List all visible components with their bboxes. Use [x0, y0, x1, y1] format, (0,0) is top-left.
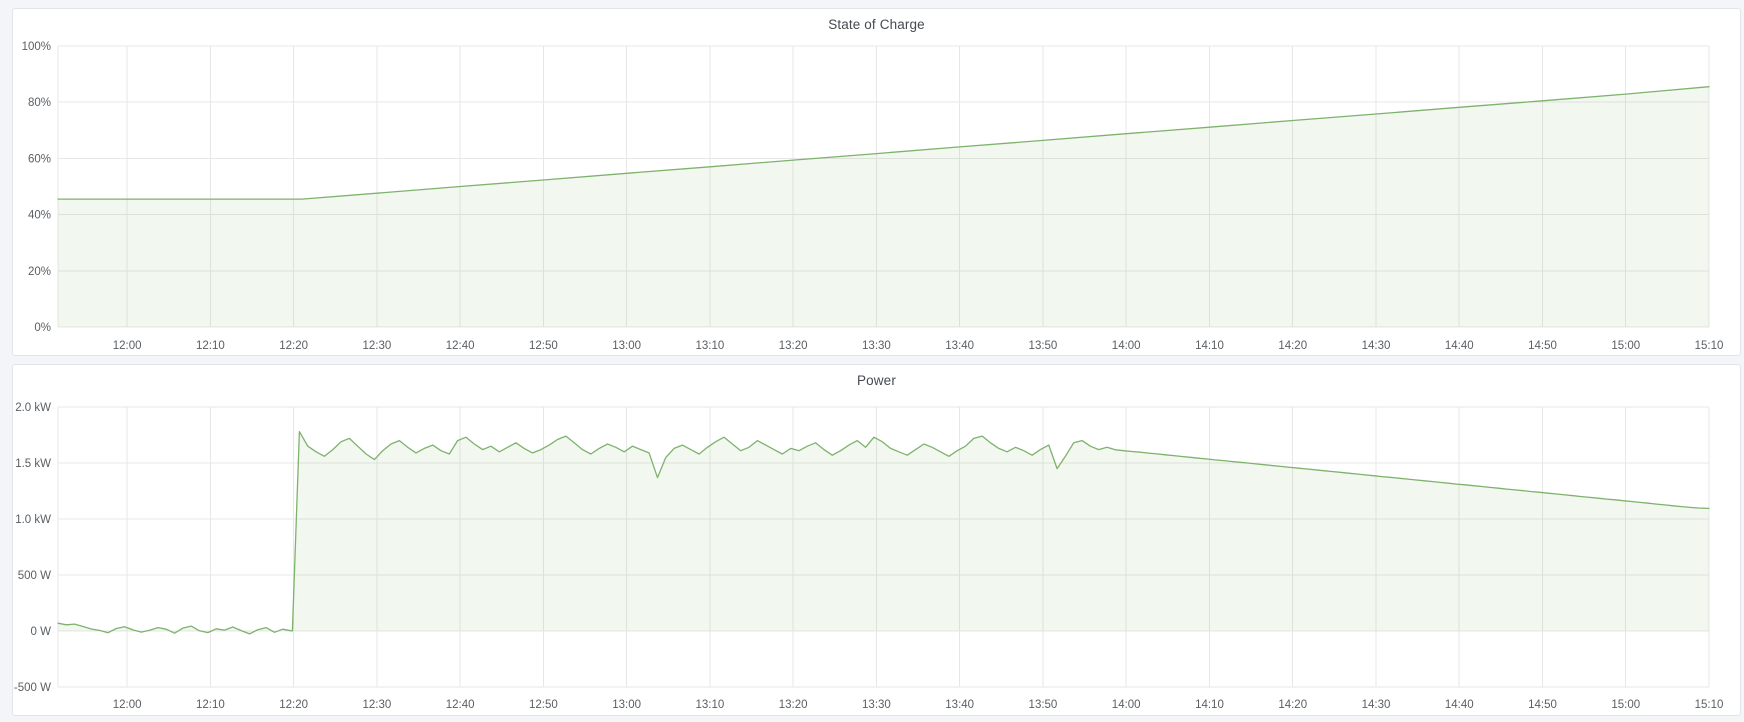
y-axis-tick-label: 80% — [28, 97, 51, 109]
x-axis-tick-label: 12:30 — [362, 699, 391, 711]
x-axis-tick-label: 13:20 — [779, 699, 808, 711]
x-axis-tick-label: 12:00 — [113, 699, 142, 711]
grid-lines — [57, 406, 1710, 688]
x-axis-tick-label: 14:50 — [1528, 340, 1557, 352]
power-line — [57, 430, 1710, 635]
x-axis-tick-label: 12:40 — [446, 699, 475, 711]
x-axis-tick-label: 14:20 — [1278, 340, 1307, 352]
x-axis-tick-label: 12:10 — [196, 340, 225, 352]
power-graph[interactable]: -500 W 0 W 500 W 1.0 kW 1.5 kW 2.0 kW 12:00 12:… — [13, 365, 1740, 715]
x-axis-tick-label: 13:20 — [779, 340, 808, 352]
y-axis-tick-label: 40% — [28, 210, 51, 222]
y-axis-tick-label: 2.0 kW — [15, 402, 51, 414]
x-axis-tick-label: 12:00 — [113, 340, 142, 352]
y-axis-tick-label: 60% — [28, 153, 51, 165]
x-axis-tick-label: 12:40 — [446, 340, 475, 352]
soc-graph[interactable]: 0% 20% 40% 60% 80% 100% 12:00 12:10 12:20 12:30 12… — [13, 9, 1740, 355]
x-axis-tick-label: 15:00 — [1611, 340, 1640, 352]
soc-panel: State of Charge 0% 20% 40% 60% 80% 100% 12:00 1… — [12, 8, 1741, 356]
y-axis-tick-label: 100% — [22, 41, 51, 53]
x-axis-tick-label: 13:40 — [945, 340, 974, 352]
soc-plot-area: 0% 20% 40% 60% 80% 100% 12:00 12:10 12:20 12:30 12… — [13, 9, 1740, 355]
x-axis-tick-label: 13:40 — [945, 699, 974, 711]
power-plot-area: -500 W 0 W 500 W 1.0 kW 1.5 kW 2.0 kW 12:00 12:… — [13, 365, 1740, 715]
x-axis-tick-label: 15:10 — [1695, 699, 1724, 711]
x-axis-tick-label: 14:00 — [1112, 340, 1141, 352]
y-axis-tick-label: 1.5 kW — [15, 458, 51, 470]
y-axis-tick-label: 1.0 kW — [15, 514, 51, 526]
y-axis-tick-label: 0% — [34, 322, 51, 334]
x-axis-tick-label: 12:10 — [196, 699, 225, 711]
x-axis-tick-label: 12:20 — [279, 699, 308, 711]
x-axis-tick-label: 14:00 — [1112, 699, 1141, 711]
x-axis-tick-label: 13:10 — [696, 340, 725, 352]
x-axis-tick-label: 14:30 — [1362, 699, 1391, 711]
x-axis-tick-label: 15:10 — [1695, 340, 1724, 352]
x-axis-tick-label: 14:10 — [1195, 699, 1224, 711]
x-axis-tick-label: 14:20 — [1278, 699, 1307, 711]
y-axis-tick-label: 500 W — [18, 570, 51, 582]
x-axis-tick-label: 12:50 — [529, 340, 558, 352]
x-axis-tick-label: 13:30 — [862, 699, 891, 711]
x-axis-tick-label: 12:20 — [279, 340, 308, 352]
x-axis-tick-label: 15:00 — [1611, 699, 1640, 711]
x-axis-tick-label: 13:10 — [696, 699, 725, 711]
x-axis-tick-label: 13:00 — [612, 340, 641, 352]
power-panel-title: Power — [857, 372, 896, 388]
x-axis-tick-label: 14:40 — [1445, 699, 1474, 711]
x-axis-tick-label: 14:30 — [1362, 340, 1391, 352]
y-axis-tick-label: 0 W — [31, 626, 52, 638]
x-axis-tick-label: 13:50 — [1029, 699, 1058, 711]
soc-panel-title: State of Charge — [828, 16, 925, 32]
grid-lines — [57, 45, 1710, 328]
state-of-charge-line — [57, 86, 1710, 200]
x-axis-tick-label: 12:30 — [362, 340, 391, 352]
x-axis-tick-label: 14:50 — [1528, 699, 1557, 711]
x-axis-tick-label: 12:50 — [529, 699, 558, 711]
x-axis-tick-label: 13:00 — [612, 699, 641, 711]
x-axis-tick-label: 14:10 — [1195, 340, 1224, 352]
y-axis-tick-label: 20% — [28, 266, 51, 278]
x-axis-tick-label: 13:50 — [1029, 340, 1058, 352]
state-of-charge-area-fill — [58, 86, 1709, 327]
x-axis-tick-label: 13:30 — [862, 340, 891, 352]
power-area-fill — [58, 431, 1709, 634]
x-axis-tick-label: 14:40 — [1445, 340, 1474, 352]
y-axis-tick-label: -500 W — [14, 682, 51, 694]
power-panel: Power -500 W 0 W 500 W 1.0 kW 1.5 kW 2.0 kW 12… — [12, 364, 1741, 716]
